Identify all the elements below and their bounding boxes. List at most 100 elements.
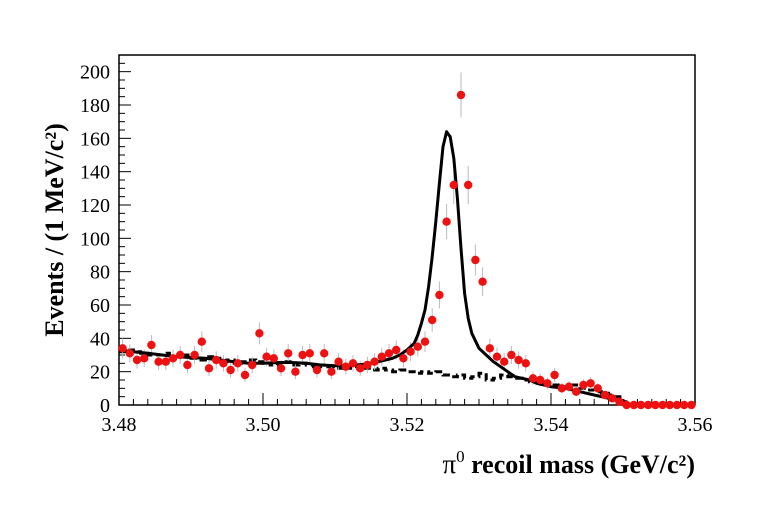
x-tick-label: 3.56 bbox=[678, 414, 713, 436]
data-point bbox=[564, 382, 574, 391]
data-point bbox=[183, 360, 192, 370]
data-point bbox=[154, 357, 163, 366]
data-point bbox=[255, 329, 264, 338]
y-tick-labels: 0 20 40 60 80 100 120 140 160 180 200 bbox=[80, 62, 110, 417]
data-point bbox=[428, 315, 437, 325]
y-tick-label: 120 bbox=[80, 195, 110, 217]
data-point bbox=[492, 352, 502, 361]
data-point bbox=[593, 384, 602, 393]
data-point bbox=[629, 400, 638, 410]
data-point bbox=[132, 355, 142, 365]
data-point bbox=[485, 344, 494, 353]
y-tick-label: 160 bbox=[80, 128, 110, 150]
data-point bbox=[248, 360, 257, 370]
data-point bbox=[456, 90, 466, 100]
data-point bbox=[514, 355, 523, 365]
data-point-layer bbox=[118, 90, 696, 410]
data-point bbox=[334, 357, 343, 366]
data-point bbox=[392, 345, 401, 355]
x-axis-title-symbol: π bbox=[442, 449, 456, 479]
axis-ticks bbox=[118, 54, 696, 406]
data-point bbox=[298, 350, 307, 360]
data-point bbox=[420, 337, 430, 346]
data-point bbox=[197, 337, 206, 346]
x-tick-label: 3.48 bbox=[102, 414, 137, 436]
x-axis-title-text: recoil mass (GeV/c²) bbox=[465, 450, 695, 479]
data-point bbox=[384, 349, 394, 358]
data-point bbox=[190, 350, 199, 360]
data-point bbox=[658, 400, 667, 410]
x-tick-label: 3.54 bbox=[534, 414, 569, 436]
data-point bbox=[471, 255, 480, 265]
data-point bbox=[147, 340, 156, 350]
data-point bbox=[579, 380, 588, 390]
data-point bbox=[521, 359, 530, 368]
data-point bbox=[161, 357, 170, 366]
data-point bbox=[528, 374, 538, 383]
y-tick-label: 100 bbox=[80, 228, 110, 250]
data-point bbox=[622, 400, 631, 410]
data-point bbox=[449, 180, 458, 190]
data-point bbox=[377, 352, 386, 361]
data-point bbox=[363, 360, 372, 370]
data-point bbox=[672, 400, 682, 410]
data-point bbox=[204, 364, 214, 373]
y-tick-label: 40 bbox=[90, 328, 110, 350]
data-point bbox=[320, 349, 329, 358]
data-point bbox=[464, 180, 473, 190]
y-tick-label: 0 bbox=[100, 395, 110, 417]
data-point bbox=[226, 365, 235, 375]
data-point bbox=[118, 344, 127, 353]
data-point bbox=[680, 400, 689, 410]
data-point bbox=[687, 400, 696, 410]
data-point bbox=[500, 357, 509, 366]
y-tick-label: 20 bbox=[90, 362, 110, 384]
data-point bbox=[291, 367, 300, 376]
y-tick-label: 180 bbox=[80, 95, 110, 117]
data-point bbox=[399, 354, 408, 363]
data-point bbox=[636, 400, 646, 410]
data-point bbox=[651, 400, 660, 410]
data-point bbox=[435, 290, 444, 300]
data-point bbox=[276, 364, 286, 373]
data-point bbox=[168, 354, 178, 363]
y-tick-label: 200 bbox=[80, 62, 110, 84]
data-point bbox=[572, 387, 581, 396]
data-point bbox=[413, 342, 422, 351]
y-tick-label: 140 bbox=[80, 162, 110, 184]
y-tick-label: 60 bbox=[90, 295, 110, 317]
data-point bbox=[176, 350, 185, 360]
y-tick-label: 80 bbox=[90, 262, 110, 284]
data-point bbox=[586, 379, 595, 388]
data-point bbox=[262, 352, 271, 361]
data-point bbox=[125, 349, 134, 358]
data-point bbox=[665, 400, 674, 410]
data-point bbox=[233, 359, 242, 368]
data-point bbox=[557, 384, 566, 393]
data-point bbox=[543, 379, 552, 388]
data-point bbox=[305, 349, 314, 358]
x-tick-label: 3.52 bbox=[390, 414, 425, 436]
data-point bbox=[212, 355, 221, 365]
data-point bbox=[370, 357, 379, 366]
data-point bbox=[550, 370, 559, 380]
data-point bbox=[341, 362, 350, 371]
data-point bbox=[442, 217, 451, 226]
data-point bbox=[269, 354, 278, 363]
data-point bbox=[312, 365, 322, 375]
y-axis-title: Events / (1 MeV/c²) bbox=[40, 123, 69, 337]
x-tick-label: 3.50 bbox=[246, 414, 281, 436]
x-axis-title: π0 recoil mass (GeV/c²) bbox=[442, 447, 695, 479]
data-point bbox=[406, 347, 415, 356]
data-point bbox=[327, 367, 336, 376]
fit-curve-layer bbox=[118, 130, 695, 407]
data-point bbox=[608, 394, 617, 403]
x-tick-labels: 3.48 3.50 3.52 3.54 3.56 bbox=[102, 414, 713, 436]
data-point bbox=[240, 370, 250, 380]
data-point bbox=[644, 400, 653, 410]
data-point bbox=[536, 375, 545, 385]
data-point bbox=[219, 359, 228, 368]
fit-curve bbox=[118, 130, 695, 407]
data-point bbox=[284, 349, 293, 358]
